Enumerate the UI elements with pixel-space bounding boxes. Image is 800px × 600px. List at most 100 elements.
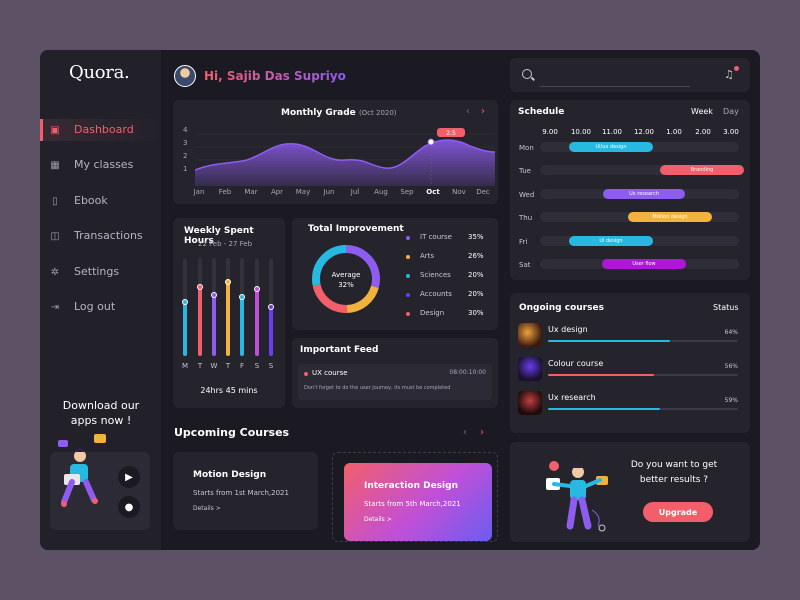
schedule-event[interactable]: Ux research	[603, 189, 685, 199]
chevron-left-icon[interactable]: ‹	[466, 106, 470, 117]
upgrade-button[interactable]: Upgrade	[643, 502, 713, 522]
sidebar-item-my-classes[interactable]: ▦ My classes	[40, 154, 161, 176]
play-store-icon: ▶	[125, 471, 133, 483]
sidebar: Quora. ▣ Dashboard ▦ My classes ▯ Ebook …	[40, 50, 161, 550]
chevron-right-icon[interactable]: ›	[480, 427, 484, 438]
improvement-donut-chart: Average 32%	[312, 245, 380, 313]
chevron-left-icon[interactable]: ‹	[463, 427, 467, 438]
feed-item[interactable]: UX course 08:00:10:00 Don't forget to do…	[298, 364, 492, 400]
schedule-row: User flow	[540, 259, 739, 269]
time-label: 3.00	[723, 128, 739, 136]
course-card-title: Interaction Design	[364, 481, 458, 491]
chevron-right-icon[interactable]: ›	[481, 106, 485, 117]
search-bar[interactable]: ♫	[510, 58, 750, 92]
y-tick: 3	[183, 139, 188, 147]
month-label-selected[interactable]: Oct	[426, 188, 440, 196]
monthly-grade-card: Monthly Grade (Oct 2020) ‹ › 4 3 2 1	[173, 100, 498, 204]
day-label: M	[181, 362, 189, 370]
course-progress-fill	[548, 340, 670, 342]
legend-pct: 35%	[468, 233, 484, 241]
course-name: Ux research	[548, 393, 596, 402]
legend-dot	[406, 236, 410, 240]
feed-item-text: Don't forget to do the user journey, its…	[304, 385, 451, 391]
sidebar-item-label: Dashboard	[74, 123, 134, 136]
day-label: F	[239, 362, 245, 370]
weekly-bar[interactable]	[183, 302, 187, 356]
weekly-bar-dot	[254, 286, 260, 292]
course-progress-fill	[548, 408, 661, 410]
search-input[interactable]	[540, 86, 690, 87]
schedule-event[interactable]: Motion design	[628, 212, 712, 222]
feed-item-time: 08:00:10:00	[449, 369, 486, 376]
donut-center-value: 32%	[338, 281, 354, 289]
weekly-bars	[173, 218, 285, 408]
course-name: Ux design	[548, 325, 588, 334]
weekly-bar-dot	[225, 279, 231, 285]
sidebar-item-label: Log out	[74, 300, 116, 313]
app-logo: Quora.	[69, 62, 130, 83]
legend-name: Accounts	[420, 290, 452, 298]
search-icon	[522, 69, 532, 79]
avatar[interactable]	[174, 65, 196, 87]
google-play-button[interactable]: ▶	[118, 466, 140, 488]
month-label: Dec	[476, 188, 490, 196]
course-details-link[interactable]: Details >	[193, 505, 221, 512]
schedule-row: Branding	[540, 165, 744, 175]
ongoing-courses-card: Ongoing courses Status Ux design 64% Col…	[510, 293, 750, 433]
status-label: Status	[713, 303, 739, 312]
course-card-interaction-design[interactable]: Interaction Design Starts from 5th March…	[344, 463, 492, 541]
schedule-event[interactable]: User flow	[602, 259, 686, 269]
course-thumbnail	[518, 323, 542, 347]
time-label: 10.00	[570, 128, 592, 136]
course-card-title: Motion Design	[193, 470, 267, 480]
weekly-bar[interactable]	[226, 282, 230, 356]
day-label: Wed	[519, 191, 535, 199]
weekly-bar[interactable]	[269, 307, 273, 356]
month-label: Nov	[452, 188, 466, 196]
y-tick: 4	[183, 126, 188, 134]
weekly-bar[interactable]	[255, 289, 259, 356]
schedule-event[interactable]: Ui design	[569, 236, 653, 246]
weekly-bar-dot	[211, 292, 217, 298]
sidebar-item-dashboard[interactable]: ▣ Dashboard	[40, 119, 161, 141]
monthly-grade-subtitle: (Oct 2020)	[358, 109, 397, 117]
legend-name: Arts	[420, 252, 435, 260]
sidebar-item-settings[interactable]: ✲ Settings	[40, 261, 161, 283]
weekly-bar[interactable]	[240, 297, 244, 356]
legend-row: Arts 26%	[406, 252, 486, 264]
weekly-bar-dot	[197, 284, 203, 290]
weekly-bar-dot	[239, 294, 245, 300]
weekly-bar[interactable]	[212, 295, 216, 356]
day-label: S	[254, 362, 260, 370]
promo-text: Do you want to get better results ?	[630, 460, 718, 485]
sidebar-item-transactions[interactable]: ◫ Transactions	[40, 225, 161, 247]
greeting-bar: Hi, Sajib Das Supriyo	[174, 64, 346, 88]
y-tick: 2	[183, 152, 188, 160]
bell-icon[interactable]: ♫	[724, 68, 734, 81]
course-card-motion-design[interactable]: Motion Design Starts from 1st March,2021…	[173, 452, 318, 530]
tab-day[interactable]: Day	[723, 107, 739, 116]
legend-row: Design 30%	[406, 309, 486, 321]
legend-dot	[406, 274, 410, 278]
sidebar-item-log-out[interactable]: ⇥ Log out	[40, 296, 161, 318]
course-row-ux-research[interactable]: Ux research 59%	[518, 391, 740, 417]
course-row-colour-course[interactable]: Colour course 56%	[518, 357, 740, 383]
schedule-event[interactable]: Branding	[660, 165, 744, 175]
course-card-dashed-outline	[332, 452, 498, 542]
sidebar-item-ebook[interactable]: ▯ Ebook	[40, 190, 161, 212]
wallet-icon: ◫	[50, 230, 60, 242]
legend-pct: 30%	[468, 309, 484, 317]
app-store-button[interactable]: ●	[118, 496, 140, 518]
weekly-bar[interactable]	[198, 287, 202, 356]
ongoing-title: Ongoing courses	[519, 303, 604, 313]
day-label: Sat	[519, 261, 531, 269]
tab-week[interactable]: Week	[691, 107, 713, 116]
person-illustration	[546, 461, 608, 532]
day-label: S	[268, 362, 274, 370]
day-label: Tue	[519, 167, 531, 175]
month-label: Jun	[323, 188, 335, 196]
schedule-event[interactable]: Ui/ux design	[569, 142, 653, 152]
course-details-link[interactable]: Details >	[364, 516, 392, 523]
course-row-ux-design[interactable]: Ux design 64%	[518, 323, 740, 349]
weekly-bar-track	[268, 258, 274, 356]
